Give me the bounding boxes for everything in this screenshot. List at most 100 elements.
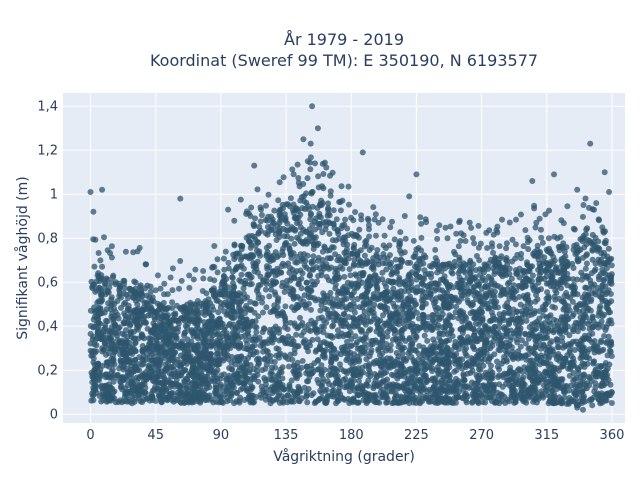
data-point	[585, 273, 591, 280]
data-point	[297, 251, 304, 258]
data-point	[310, 320, 317, 327]
data-point	[259, 299, 266, 306]
data-point	[323, 399, 330, 406]
data-point	[328, 299, 335, 306]
data-point	[281, 289, 288, 295]
data-point	[255, 295, 262, 302]
data-point	[495, 346, 502, 353]
data-point	[472, 289, 479, 296]
data-point	[169, 328, 176, 335]
data-point	[300, 339, 307, 345]
data-point	[405, 350, 412, 357]
data-point	[605, 320, 612, 327]
data-point	[260, 309, 266, 316]
data-point	[141, 390, 148, 397]
data-point	[137, 313, 144, 319]
data-point	[343, 380, 350, 387]
data-point	[214, 331, 221, 338]
data-point	[255, 313, 262, 320]
data-point	[406, 400, 413, 407]
data-point	[570, 291, 577, 298]
data-point	[307, 342, 313, 349]
data-point	[189, 364, 196, 371]
data-point	[157, 319, 163, 326]
data-point	[574, 328, 581, 335]
data-point	[518, 389, 525, 395]
data-point	[516, 274, 523, 281]
data-point	[450, 400, 456, 407]
data-point	[422, 395, 429, 401]
data-point	[248, 337, 255, 344]
data-point	[566, 387, 573, 394]
data-point	[91, 367, 98, 374]
data-point	[105, 300, 112, 307]
data-point	[399, 350, 406, 357]
data-point	[121, 331, 128, 338]
data-point	[482, 387, 489, 393]
data-point	[213, 345, 220, 352]
data-point	[183, 375, 189, 382]
data-point	[430, 312, 437, 319]
data-point	[379, 329, 386, 336]
data-point	[267, 358, 274, 365]
data-point	[420, 312, 427, 319]
data-point	[285, 363, 292, 370]
data-point	[344, 241, 351, 248]
data-point	[303, 393, 310, 400]
data-point	[266, 242, 273, 249]
data-point	[510, 306, 517, 313]
data-point	[122, 339, 129, 346]
data-point	[402, 338, 409, 344]
data-point	[595, 312, 602, 319]
data-point	[529, 278, 535, 285]
data-point	[188, 338, 195, 345]
data-point	[89, 392, 96, 399]
data-point	[222, 286, 229, 293]
data-point	[262, 365, 269, 372]
data-point	[332, 237, 339, 244]
data-point	[502, 343, 509, 350]
data-point	[332, 285, 339, 292]
data-point	[236, 364, 243, 370]
data-point	[429, 368, 436, 374]
data-point	[230, 291, 236, 298]
data-point	[124, 398, 130, 405]
data-point	[340, 311, 347, 318]
data-point	[582, 284, 589, 291]
data-point	[485, 375, 492, 382]
data-point	[400, 320, 407, 327]
data-point	[153, 373, 160, 380]
data-point	[282, 315, 289, 322]
data-point	[463, 315, 470, 321]
data-point	[339, 287, 346, 294]
data-point	[607, 381, 614, 388]
data-point	[245, 346, 252, 353]
data-point	[328, 359, 334, 366]
data-point	[419, 287, 425, 294]
data-point	[304, 252, 311, 259]
data-point	[376, 303, 383, 310]
data-point	[257, 252, 264, 259]
data-point	[299, 358, 306, 364]
data-point	[326, 247, 333, 254]
data-point	[561, 292, 568, 299]
data-point	[354, 296, 361, 302]
data-point	[431, 340, 438, 346]
data-point	[547, 312, 554, 319]
data-point	[279, 375, 286, 382]
data-point	[488, 281, 495, 288]
data-point	[510, 282, 517, 289]
data-point	[263, 251, 270, 258]
data-point	[275, 295, 282, 302]
data-point	[381, 370, 388, 377]
data-point	[237, 278, 244, 285]
data-point	[530, 360, 537, 367]
data-point	[408, 284, 415, 291]
data-point	[325, 372, 332, 379]
data-point	[333, 216, 340, 223]
data-point	[569, 313, 576, 319]
data-point	[523, 317, 530, 324]
data-point	[88, 278, 95, 285]
data-point	[391, 303, 398, 310]
data-point	[556, 394, 563, 401]
